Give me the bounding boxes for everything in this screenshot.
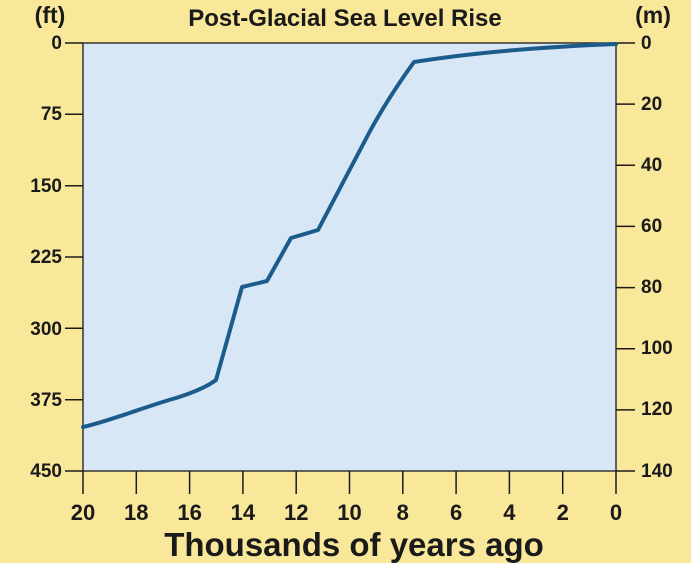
svg-text:8: 8 [397,500,409,525]
svg-text:150: 150 [30,176,62,197]
svg-text:20: 20 [71,500,95,525]
svg-text:4: 4 [503,500,516,525]
svg-text:75: 75 [41,104,63,125]
svg-text:14: 14 [231,500,256,525]
svg-text:225: 225 [30,247,62,268]
svg-text:60: 60 [641,216,662,237]
svg-text:18: 18 [124,500,148,525]
svg-text:6: 6 [450,500,462,525]
svg-text:0: 0 [51,33,62,54]
svg-text:80: 80 [641,277,662,298]
svg-text:10: 10 [337,500,361,525]
svg-text:140: 140 [641,461,673,482]
svg-text:0: 0 [610,500,622,525]
svg-text:12: 12 [284,500,308,525]
svg-text:40: 40 [641,155,662,176]
svg-text:16: 16 [177,500,201,525]
svg-text:300: 300 [30,319,62,340]
svg-text:2: 2 [557,500,569,525]
svg-text:0: 0 [641,33,652,54]
svg-text:120: 120 [641,399,673,420]
svg-text:Post-Glacial Sea Level Rise: Post-Glacial Sea Level Rise [188,5,502,32]
svg-text:(ft): (ft) [35,2,66,28]
svg-text:20: 20 [641,94,662,115]
svg-text:450: 450 [30,461,62,482]
svg-text:(m): (m) [635,2,671,28]
svg-text:Thousands of years ago: Thousands of years ago [164,526,544,563]
svg-text:375: 375 [30,390,62,411]
svg-text:100: 100 [641,338,673,359]
